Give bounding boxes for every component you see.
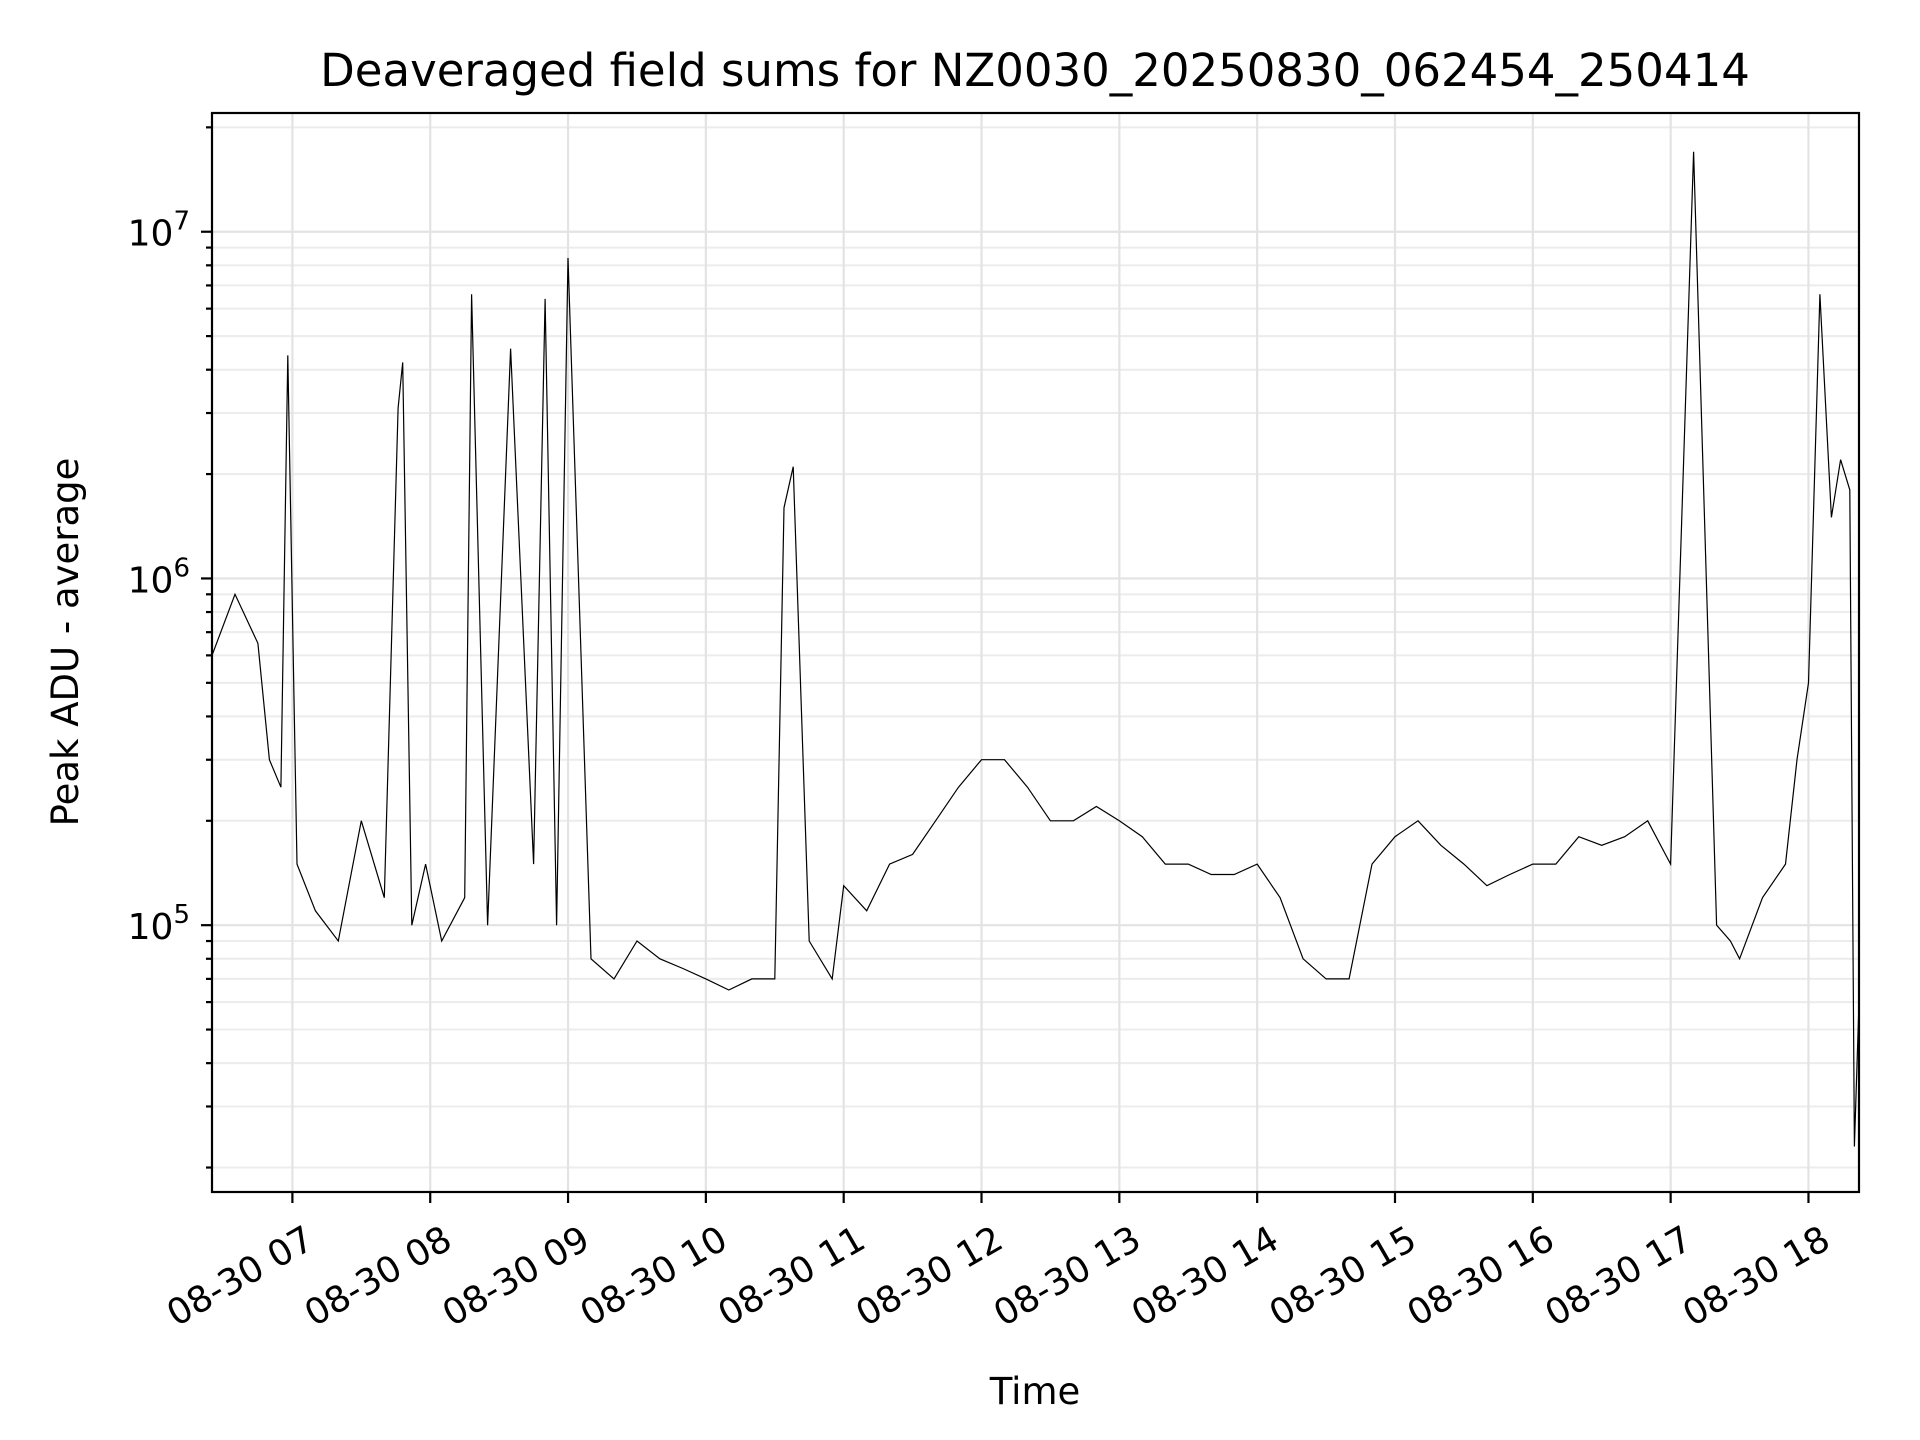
- y-tick-label: 107: [128, 207, 190, 255]
- y-axis-label: Peak ADU - average: [44, 458, 87, 827]
- plot-frame: [210, 111, 1861, 1194]
- y-tick-label: 106: [128, 553, 190, 601]
- chart-title: Deaveraged field sums for NZ0030_2025083…: [320, 44, 1750, 97]
- major-gridlines: [212, 113, 1859, 1192]
- minor-gridlines: [212, 126, 1859, 1169]
- series-line: [211, 151, 1860, 1147]
- y-axis-ticks: 105 106 107: [128, 126, 212, 1169]
- x-axis-label: Time: [989, 1370, 1081, 1413]
- y-tick-label: 105: [128, 900, 190, 948]
